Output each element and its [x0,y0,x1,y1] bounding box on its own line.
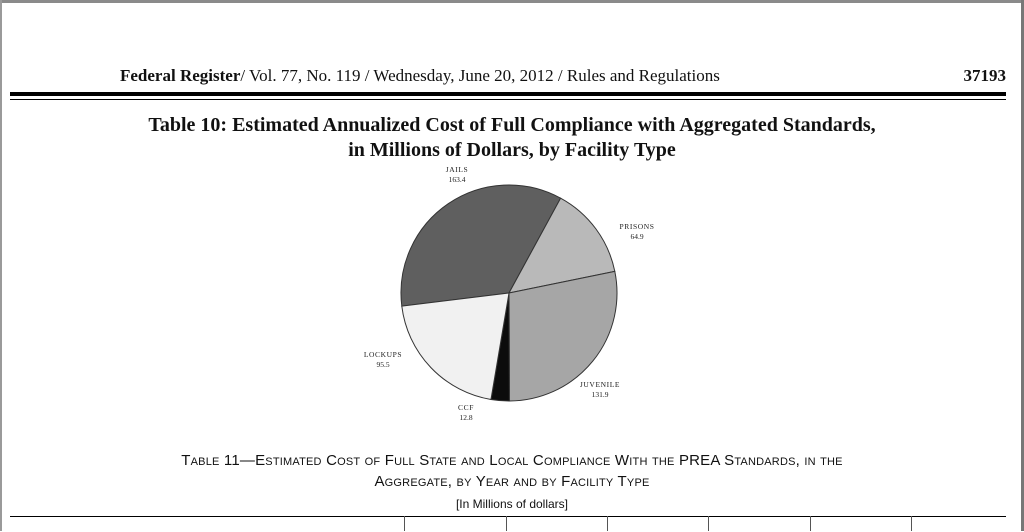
slice-value-ccf: 12.8 [459,413,472,422]
window-right-border [1021,0,1024,531]
table11-column-divider [810,516,811,531]
window-left-border [0,0,2,531]
slice-label-juvenile: JUVENILE [580,380,620,389]
window-top-border [0,0,1024,3]
table11-title-line2: Aggregate, by Year and by Facility Type [374,473,650,490]
table11-column-divider [506,516,507,531]
slice-value-prisons: 64.9 [630,232,643,241]
pie-slice-juvenile [508,270,618,402]
table11-subtitle: [In Millions of dollars] [455,497,569,511]
pie-slice-jails [400,184,562,307]
table11-title-line1: Table 11—Estimated Cost of Full State an… [181,452,843,469]
table11-column-divider [911,516,912,531]
pie-slice-lockups [401,292,510,401]
slice-label-lockups: LOCKUPS [364,350,402,359]
chart-title-line2: in Millions of Dollars, by Facility Type [348,139,676,161]
slice-value-jails: 163.4 [449,175,466,184]
page-header: Federal Register/ Vol. 77, No. 119 / Wed… [120,66,1006,88]
slice-label-ccf: CCF [458,403,474,412]
table11-column-divider [404,516,405,531]
slice-value-lockups: 95.5 [376,360,389,369]
table11-top-rule [10,516,1006,532]
pie-slice-prisons [508,197,616,294]
table11-column-divider [708,516,709,531]
header-rule-thick [10,92,1006,96]
header-rule-thin [10,99,1006,100]
header-citation: / Vol. 77, No. 119 / Wednesday, June 20,… [240,66,720,85]
page-number: 37193 [963,66,1007,85]
table11-column-divider [607,516,608,531]
chart-title-line1: Table 10: Estimated Annualized Cost of F… [148,114,876,136]
slice-label-jails: JAILS [446,165,469,174]
publication-name: Federal Register [120,66,241,85]
slice-value-juvenile: 131.9 [592,390,609,399]
slice-label-prisons: PRISONS [619,222,654,231]
